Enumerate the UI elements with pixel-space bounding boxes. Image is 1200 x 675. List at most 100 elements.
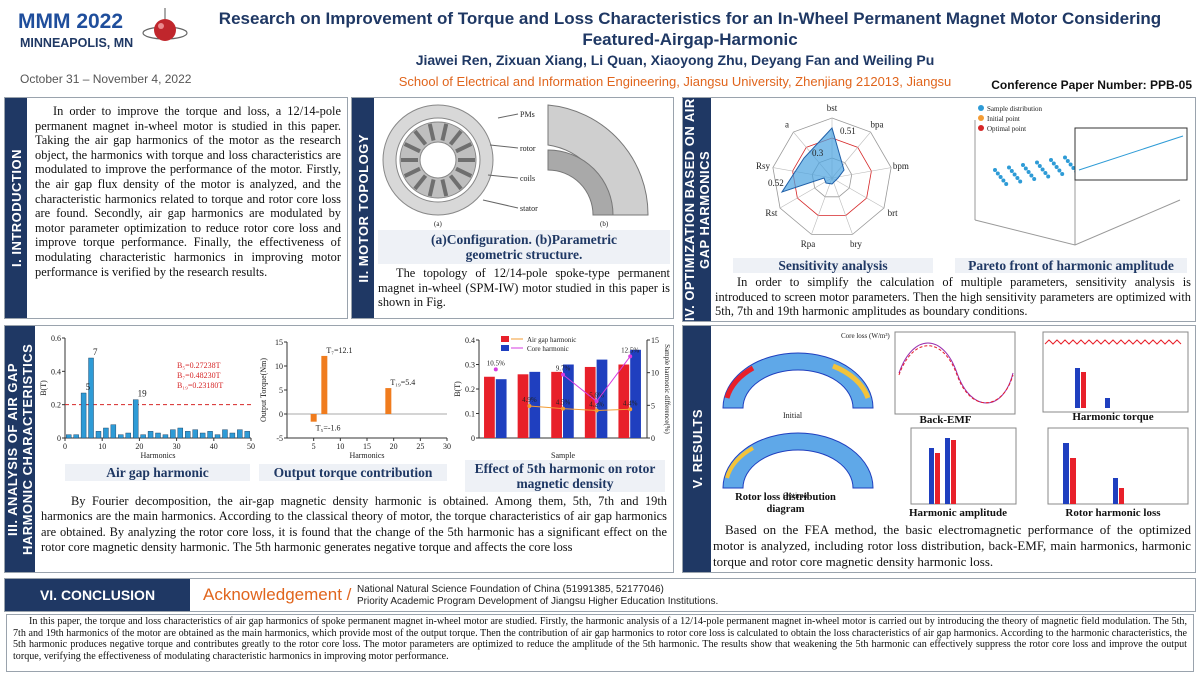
bar: [88, 357, 94, 439]
acknowledgement-line: Priority Academic Program Development of…: [357, 596, 719, 607]
value-label: 10.5%: [487, 359, 505, 367]
pareto-dot: [1026, 170, 1031, 174]
figure-label: PMs: [520, 110, 535, 119]
value-label: 4.5%: [556, 399, 571, 407]
bar: [147, 431, 154, 439]
paper-number: Conference Paper Number: PPB-05: [991, 78, 1192, 92]
magnet: [455, 142, 473, 154]
value-label: T₅=-1.6: [316, 424, 341, 433]
pareto-dot: [1071, 166, 1076, 170]
radar-value: 0.3: [812, 148, 824, 158]
bar-label: 19: [138, 389, 148, 399]
pareto-dot: [1023, 166, 1028, 171]
bar-label: 7: [93, 347, 98, 357]
bar: [517, 374, 529, 438]
pareto-dot: [1065, 159, 1070, 163]
pareto-dot: [1037, 164, 1042, 168]
conclusion-bar: VI. CONCLUSION Acknowledgement / Nationa…: [4, 578, 1196, 612]
radar-figure: bst bpa bpm brt bry Rpa Rst Rsy a 0.51 0.3 0.52: [756, 103, 909, 249]
y-tick-label: 0.3: [465, 361, 475, 370]
x-tick-label: 10: [98, 442, 106, 451]
point: [493, 367, 498, 372]
radar-spoke: [831, 167, 892, 179]
magnet: [448, 174, 463, 191]
magnet: [403, 142, 421, 154]
figure-caption: Harmonic torque: [1072, 411, 1154, 423]
value-label: 4.9%: [522, 396, 537, 404]
value-label: 9.7%: [556, 365, 571, 373]
results-text: Based on the FEA method, the basic elect…: [713, 522, 1191, 569]
results-figures: Initial Optimal Core loss (W/m³): [722, 331, 1189, 505]
legend-label: Sample distribution: [987, 105, 1043, 113]
heading-text: II. MOTOR TOPOLOGY: [355, 133, 371, 283]
line: [529, 405, 631, 412]
radar-ring: [772, 117, 892, 235]
bar: [177, 427, 184, 439]
pareto-dot: [1007, 165, 1011, 170]
pareto-dot: [1021, 163, 1025, 167]
x-tick-label: 50: [247, 442, 255, 451]
figure-caption: Sensitivity analysis: [733, 258, 933, 273]
figure-label: (a): [434, 220, 442, 228]
bar: [118, 434, 124, 439]
bar: [185, 431, 191, 439]
affiliation: School of Electrical and Information Eng…: [398, 74, 952, 89]
figure-caption: Rotor harmonic loss: [1065, 507, 1161, 519]
figure-caption: Harmonic amplitude: [908, 507, 1008, 519]
pareto-dot: [1068, 162, 1073, 167]
x-tick-label: 10: [336, 442, 344, 451]
y2-tick-label: 10: [651, 369, 659, 378]
radar-label: bpm: [893, 161, 909, 171]
figure-caption: (a)Configuration. (b)Parametric geometri…: [378, 230, 670, 264]
radar-label: Rsy: [756, 161, 771, 171]
pareto-dot: [1054, 165, 1059, 169]
radar-ring: [792, 137, 872, 216]
bar: [66, 434, 72, 439]
pareto-dot: [1012, 172, 1017, 177]
magnet: [413, 174, 428, 191]
bar: [103, 427, 109, 439]
y-tick-label: 0.1: [465, 410, 475, 419]
y-tick-label: 0: [279, 410, 283, 419]
line: [562, 356, 631, 403]
figure-caption: Air gap harmonic: [65, 464, 250, 481]
section-heading: II. MOTOR TOPOLOGY: [352, 98, 374, 318]
pareto-figure: Sample distribution Initial point Optimal …: [974, 105, 1188, 246]
chart: 0 0.1 0.2 0.3 0.4 Sample B(T) 0 5 10 15 Sample harm…: [453, 336, 671, 460]
results-panel: V. RESULTS Initial Optimal Core loss (W/…: [682, 325, 1196, 573]
x-tick-label: 25: [416, 442, 424, 451]
intro-text: In order to improve the torque and loss,…: [35, 104, 341, 279]
y-tick-label: 10: [275, 362, 283, 371]
topology-text: The topology of 12/14-pole spoke-type pe…: [378, 266, 670, 310]
y2-tick-label: 15: [651, 336, 659, 345]
y-tick-label: 0.4: [51, 367, 61, 376]
pareto-dot: [1029, 173, 1034, 178]
legend-dot: [978, 105, 984, 111]
magnet: [427, 179, 436, 197]
y-tick-label: 0: [471, 434, 475, 443]
x-tick-label: 0: [63, 442, 67, 451]
radar-value: 0.51: [840, 126, 856, 136]
logo-location: MINNEAPOLIS, MN: [20, 36, 134, 50]
pareto-dot: [993, 168, 997, 172]
value-label: 4.2%: [589, 401, 604, 409]
authors: Jiawei Ren, Zixuan Xiang, Li Quan, Xiaoy…: [415, 52, 935, 68]
magnet: [440, 179, 449, 197]
logo: MMM 2022: [18, 10, 124, 33]
pareto-dot: [1063, 155, 1067, 160]
section-heading: V. RESULTS: [683, 326, 711, 572]
y-tick-label: 0.2: [465, 385, 475, 394]
radar-spoke: [831, 177, 853, 235]
legend-swatch: [501, 345, 509, 351]
y-axis-label: B(T): [39, 380, 48, 396]
pareto-dot: [1046, 174, 1051, 179]
conclusion-text: In this paper, the torque and loss chara…: [6, 614, 1194, 672]
bar: [618, 364, 630, 438]
bar: [596, 359, 608, 438]
figure-caption: Rotor loss distribution diagram: [735, 492, 836, 515]
radar-spoke: [811, 177, 833, 235]
acknowledgement-line: National Natural Science Foundation of C…: [357, 584, 664, 595]
figure-label: coils: [520, 174, 535, 183]
bar: [170, 429, 176, 439]
bar: [125, 432, 131, 439]
